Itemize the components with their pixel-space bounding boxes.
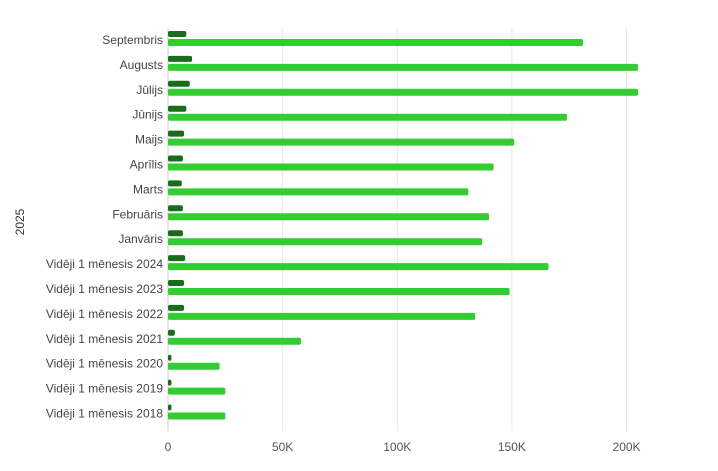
bar-series-2	[168, 312, 476, 320]
bar-series-1	[168, 130, 185, 137]
category-label: Augusts	[120, 58, 163, 72]
bar-series-2	[168, 263, 549, 271]
category-label: Aprīlis	[130, 158, 163, 172]
bar-series-2	[168, 387, 226, 395]
x-tick-labels: 0 50K 100K 150K 200K	[165, 440, 641, 454]
bar-series-2	[168, 113, 567, 121]
bars	[168, 31, 638, 420]
bar-series-2	[168, 362, 220, 370]
bar-series-1	[168, 180, 182, 187]
bar-series-2	[168, 138, 515, 146]
category-label: Vidēji 1 mēnesis 2024	[46, 257, 164, 271]
bar-series-1	[168, 230, 183, 237]
category-label: Februāris	[112, 207, 163, 221]
bar-series-1	[168, 155, 183, 162]
category-label: Vidēji 1 mēnesis 2021	[46, 332, 164, 346]
bar-series-1	[168, 304, 185, 311]
bar-series-2	[168, 288, 510, 295]
bar-series-2	[168, 238, 483, 246]
bar-series-1	[168, 31, 187, 37]
category-label: Vidēji 1 mēnesis 2023	[46, 282, 164, 296]
category-label: Vidēji 1 mēnesis 2019	[46, 382, 164, 396]
x-tick-label: 0	[165, 440, 172, 454]
x-tick-label: 100K	[383, 440, 411, 454]
category-label: Septembris	[102, 33, 163, 47]
category-labels: Septembris Augusts Jūlijs Jūnijs Maijs Aprīli…	[46, 33, 164, 421]
bar-series-2	[168, 412, 226, 420]
bar-series-2	[168, 188, 469, 196]
x-tick-label: 200K	[613, 440, 641, 454]
bar-series-1	[168, 55, 193, 62]
category-label: Vidēji 1 mēnesis 2018	[46, 407, 164, 421]
bar-series-1	[168, 379, 172, 386]
category-label: Vidēji 1 mēnesis 2022	[46, 307, 164, 321]
bar-series-1	[168, 280, 185, 286]
category-label: Jūnijs	[132, 108, 163, 122]
bar-series-2	[168, 213, 489, 221]
bar-series-1	[168, 255, 186, 262]
x-tick-label: 150K	[498, 440, 526, 454]
bar-series-2	[168, 88, 638, 96]
category-label: Marts	[133, 182, 163, 196]
category-label: Janvāris	[118, 232, 163, 246]
category-label: Jūlijs	[136, 83, 163, 97]
bar-series-2	[168, 163, 494, 171]
bar-series-2	[168, 63, 638, 71]
bar-series-1	[168, 105, 187, 112]
category-label: Vidēji 1 mēnesis 2020	[46, 357, 164, 371]
bar-series-1	[168, 80, 190, 87]
bar-series-1	[168, 404, 172, 411]
category-label: Maijs	[135, 133, 163, 147]
bar-series-2	[168, 337, 301, 345]
bar-series-2	[168, 39, 583, 46]
bar-series-1	[168, 205, 183, 212]
bar-series-1	[168, 354, 172, 361]
x-tick-label: 50K	[272, 440, 293, 454]
y-axis-label: 2025	[13, 208, 27, 235]
bar-series-1	[168, 329, 175, 336]
gridlines	[167, 28, 628, 431]
